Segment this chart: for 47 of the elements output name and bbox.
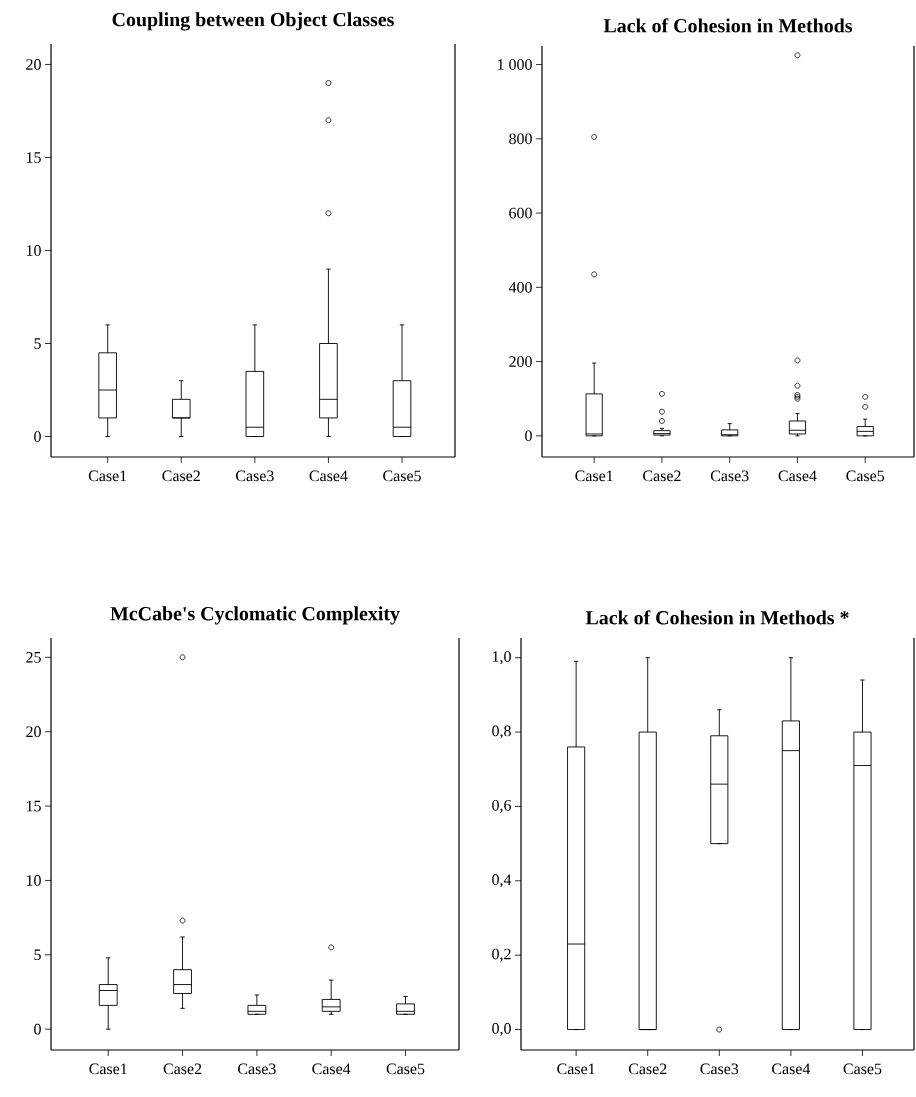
x-tick-label: Case3: [238, 1063, 276, 1075]
y-tick-label: 25: [26, 651, 41, 663]
y-tick-label: 5: [34, 949, 41, 961]
y-tick-label: 0: [34, 431, 41, 442]
y-tick-label: 1,0: [492, 651, 511, 665]
y-tick-label: 20: [26, 59, 41, 70]
y-tick-label: 0,2: [492, 948, 511, 962]
x-tick-label: Case4: [309, 470, 348, 482]
x-tick-label: Case2: [628, 1063, 667, 1075]
chart-title: Lack of Cohesion in Methods *: [585, 610, 849, 625]
y-tick-label: 0: [34, 1023, 41, 1035]
x-tick-label: Case1: [557, 1063, 595, 1075]
y-tick-label: 800: [509, 133, 532, 145]
y-tick-label: 15: [26, 800, 41, 812]
x-tick-label: Case3: [710, 470, 749, 482]
x-tick-label: Case2: [163, 1063, 202, 1075]
y-tick-label: 10: [26, 245, 41, 256]
y-tick-label: 0,8: [492, 725, 511, 739]
x-tick-label: Case5: [843, 1063, 882, 1075]
chart-title: Lack of Cohesion in Methods: [603, 18, 853, 33]
x-tick-label: Case3: [236, 470, 274, 482]
x-tick-label: Case1: [89, 1063, 127, 1075]
x-tick-label: Case2: [162, 470, 200, 482]
y-tick-label: 1 000: [498, 59, 532, 70]
x-tick-label: Case4: [772, 1063, 811, 1075]
x-tick-label: Case4: [312, 1063, 351, 1075]
y-tick-label: 200: [509, 356, 532, 367]
x-tick-label: Case3: [700, 1063, 739, 1075]
chart-title: Coupling between Object Classes: [112, 12, 394, 31]
y-tick-label: 0,4: [492, 874, 512, 888]
y-tick-label: 5: [34, 338, 41, 349]
x-tick-label: Case4: [778, 470, 817, 482]
y-tick-label: 0,0: [492, 1023, 511, 1037]
x-tick-label: Case5: [846, 470, 885, 482]
x-tick-label: Case5: [386, 1063, 425, 1075]
chart-title: McCabe's Cyclomatic Complexity: [110, 606, 400, 625]
x-tick-label: Case5: [383, 470, 421, 482]
x-tick-label: Case2: [643, 470, 681, 482]
y-tick-label: 10: [26, 875, 41, 886]
x-tick-label: Case1: [575, 470, 613, 482]
y-tick-label: 0,6: [492, 799, 512, 813]
y-tick-label: 20: [26, 726, 41, 738]
x-tick-label: Case1: [88, 470, 127, 482]
y-tick-label: 400: [508, 281, 532, 293]
y-tick-label: 15: [26, 152, 41, 163]
y-tick-label: 600: [509, 207, 532, 219]
y-tick-label: 0: [525, 430, 532, 442]
